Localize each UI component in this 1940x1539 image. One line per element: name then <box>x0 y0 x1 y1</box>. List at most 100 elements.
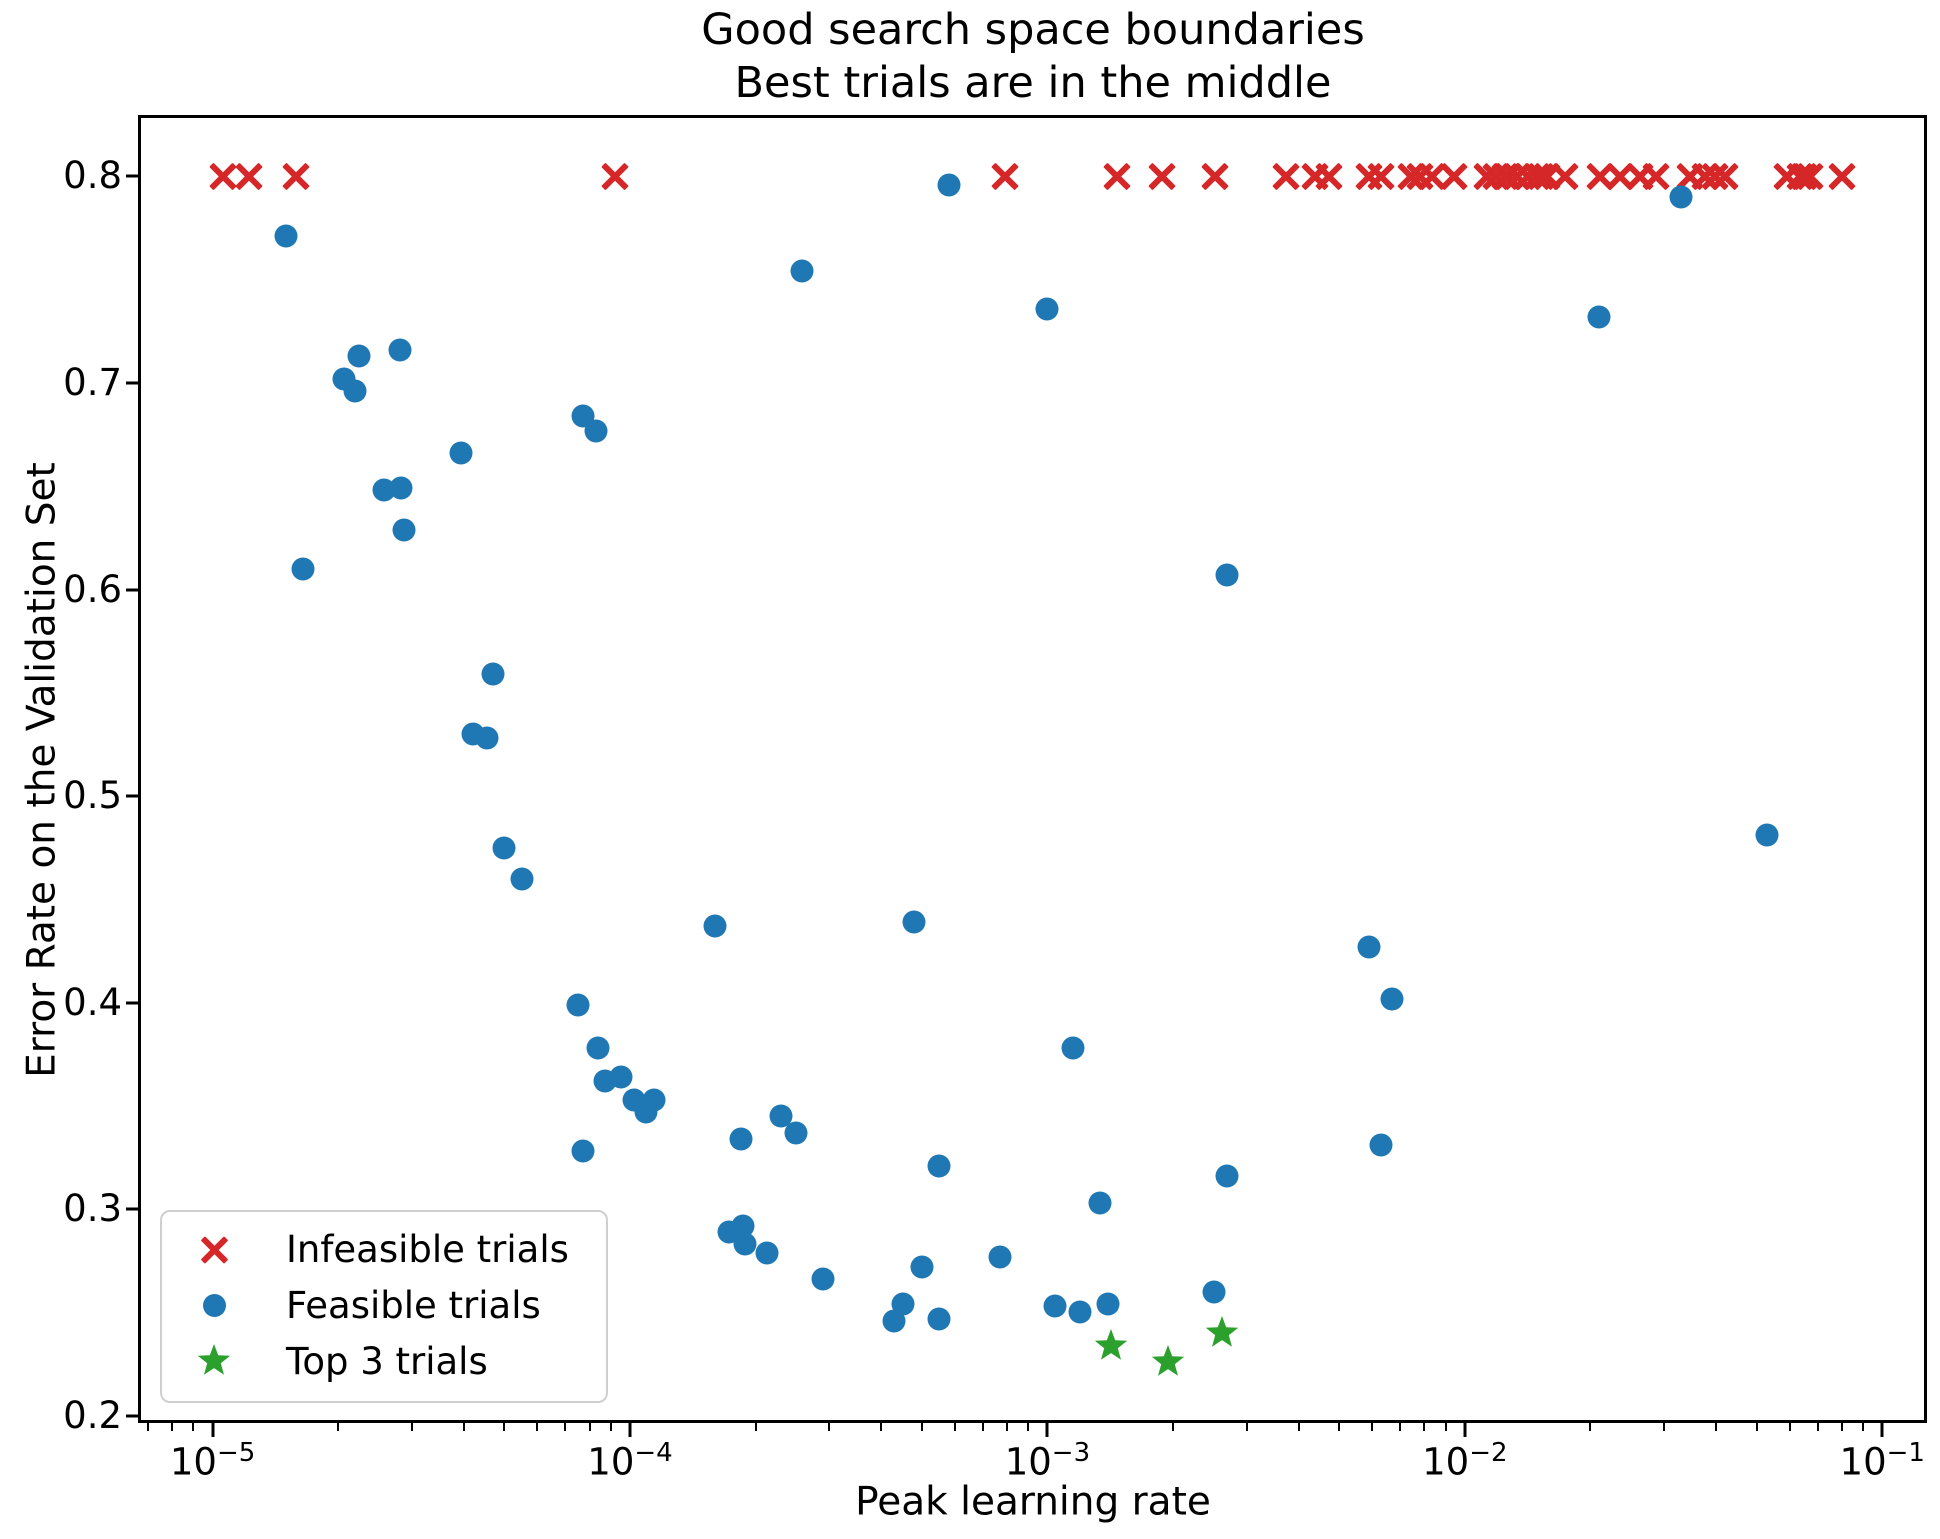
x-axis-tick-label: 10−1 <box>1839 1438 1925 1484</box>
x-axis-minor-tick <box>1662 1423 1665 1431</box>
infeasible-trial-marker <box>1147 162 1176 191</box>
feasible-trial-marker <box>1755 823 1779 847</box>
infeasible-trial-marker <box>990 162 1019 191</box>
feasible-trial-marker <box>910 1255 934 1279</box>
feasible-trial-marker <box>937 173 961 197</box>
feasible-trial-marker <box>1369 1133 1393 1157</box>
x-axis-minor-tick <box>1840 1423 1843 1431</box>
feasible-trial-marker <box>449 441 473 465</box>
x-axis-minor-tick <box>1371 1423 1374 1431</box>
feasible-trial-marker <box>891 1292 915 1316</box>
y-axis-major-tick <box>126 794 140 798</box>
infeasible-trial-marker <box>1641 162 1670 191</box>
x-axis-minor-tick <box>1444 1423 1447 1431</box>
feasible-trial-marker <box>274 224 298 248</box>
infeasible-trial-marker <box>1366 162 1395 191</box>
x-axis-minor-tick <box>1027 1423 1030 1431</box>
x-axis-minor-tick <box>1715 1423 1718 1431</box>
plot-area <box>138 115 1927 1423</box>
x-axis-tick-label: 10−5 <box>169 1438 256 1484</box>
x-axis-tick-label: 10−4 <box>587 1438 673 1484</box>
feasible-trial-marker <box>902 910 926 934</box>
feasible-trial-marker <box>1587 305 1611 329</box>
feasible-trial-marker <box>389 476 413 500</box>
x-axis-minor-tick <box>192 1423 195 1431</box>
feasible-trial-marker <box>811 1267 835 1291</box>
feasible-trial-marker <box>1669 185 1693 209</box>
feasible-trial-marker <box>1088 1191 1112 1215</box>
feasible-trial-marker <box>1215 563 1239 587</box>
feasible-trial-marker <box>586 1036 610 1060</box>
y-axis-major-tick <box>126 174 140 178</box>
x-axis-major-tick <box>1045 1423 1049 1437</box>
y-axis-major-tick <box>126 1207 140 1211</box>
x-axis-major-tick <box>628 1423 632 1437</box>
y-axis-major-tick <box>126 381 140 385</box>
feasible-trial-marker <box>642 1088 666 1112</box>
feasible-trial-marker <box>790 259 814 283</box>
x-axis-minor-tick <box>981 1423 984 1431</box>
feasible-trial-marker <box>703 914 727 938</box>
feasible-trial-marker <box>392 518 416 542</box>
y-axis-major-tick <box>126 1001 140 1005</box>
chart-title-line2: Best trials are in the middle <box>734 58 1332 108</box>
feasible-trial-marker <box>566 993 590 1017</box>
x-axis-minor-tick <box>1423 1423 1426 1431</box>
legend-item-infeasible: Infeasible trials <box>162 1222 606 1278</box>
infeasible-trial-marker <box>1710 162 1739 191</box>
feasible-trial-marker <box>1215 1164 1239 1188</box>
x-axis-minor-tick <box>1005 1423 1008 1431</box>
feasible-trial-marker <box>492 836 516 860</box>
feasible-trial-marker <box>1061 1036 1085 1060</box>
feasible-trial-marker <box>571 1139 595 1163</box>
feasible-trial-marker <box>731 1214 755 1238</box>
feasible-trial-marker <box>388 338 412 362</box>
feasible-trial-marker <box>1068 1300 1092 1324</box>
x-axis-minor-tick <box>410 1423 413 1431</box>
feasible-trial-marker <box>1202 1280 1226 1304</box>
feasible-trial-marker <box>927 1154 951 1178</box>
x-axis-minor-tick <box>1172 1423 1175 1431</box>
feasible-trial-marker <box>475 726 499 750</box>
x-axis-minor-tick <box>503 1423 506 1431</box>
x-axis-minor-tick <box>1399 1423 1402 1431</box>
y-axis-tick-label: 0.5 <box>63 774 122 818</box>
y-axis-tick-label: 0.6 <box>63 567 122 611</box>
x-axis-minor-tick <box>536 1423 539 1431</box>
feasible-trial-marker <box>343 379 367 403</box>
feasible-trial-marker <box>1043 1294 1067 1318</box>
y-axis-tick-label: 0.7 <box>63 361 122 405</box>
legend-item-top3: Top 3 trials <box>162 1333 606 1389</box>
legend: Infeasible trials Feasible trials Top 3 … <box>160 1210 608 1403</box>
top3-trial-marker <box>1093 1328 1129 1364</box>
feasible-trial-marker <box>1035 297 1059 321</box>
y-axis-tick-label: 0.8 <box>63 154 122 198</box>
x-axis-minor-tick <box>564 1423 567 1431</box>
y-axis-major-tick <box>126 588 140 592</box>
x-axis-major-tick <box>1463 1423 1467 1437</box>
y-axis-tick-label: 0.2 <box>63 1393 122 1437</box>
feasible-trial-marker <box>291 557 315 581</box>
infeasible-trial-marker <box>1795 162 1824 191</box>
infeasible-trial-marker <box>281 162 310 191</box>
legend-label-top3: Top 3 trials <box>286 1339 488 1383</box>
feasible-trial-marker <box>755 1241 779 1265</box>
x-axis-major-tick <box>1880 1423 1884 1437</box>
feasible-trial-marker <box>481 662 505 686</box>
infeasible-trial-marker <box>1827 162 1856 191</box>
x-axis-minor-tick <box>953 1423 956 1431</box>
x-axis-label: Peak learning rate <box>855 1479 1211 1525</box>
x-axis-minor-tick <box>146 1423 149 1431</box>
y-axis-label: Error Rate on the Validation Set <box>19 462 65 1078</box>
x-axis-minor-tick <box>1245 1423 1248 1431</box>
legend-label-feasible: Feasible trials <box>286 1284 541 1327</box>
feasible-trial-marker <box>510 867 534 891</box>
feasible-trial-marker <box>927 1307 951 1331</box>
feasible-trial-marker <box>347 344 371 368</box>
legend-item-feasible: Feasible trials <box>162 1278 606 1334</box>
x-axis-minor-tick <box>171 1423 174 1431</box>
x-axis-minor-tick <box>609 1423 612 1431</box>
x-axis-minor-tick <box>1816 1423 1819 1431</box>
infeasible-trial-marker <box>1551 162 1580 191</box>
x-axis-minor-tick <box>1297 1423 1300 1431</box>
